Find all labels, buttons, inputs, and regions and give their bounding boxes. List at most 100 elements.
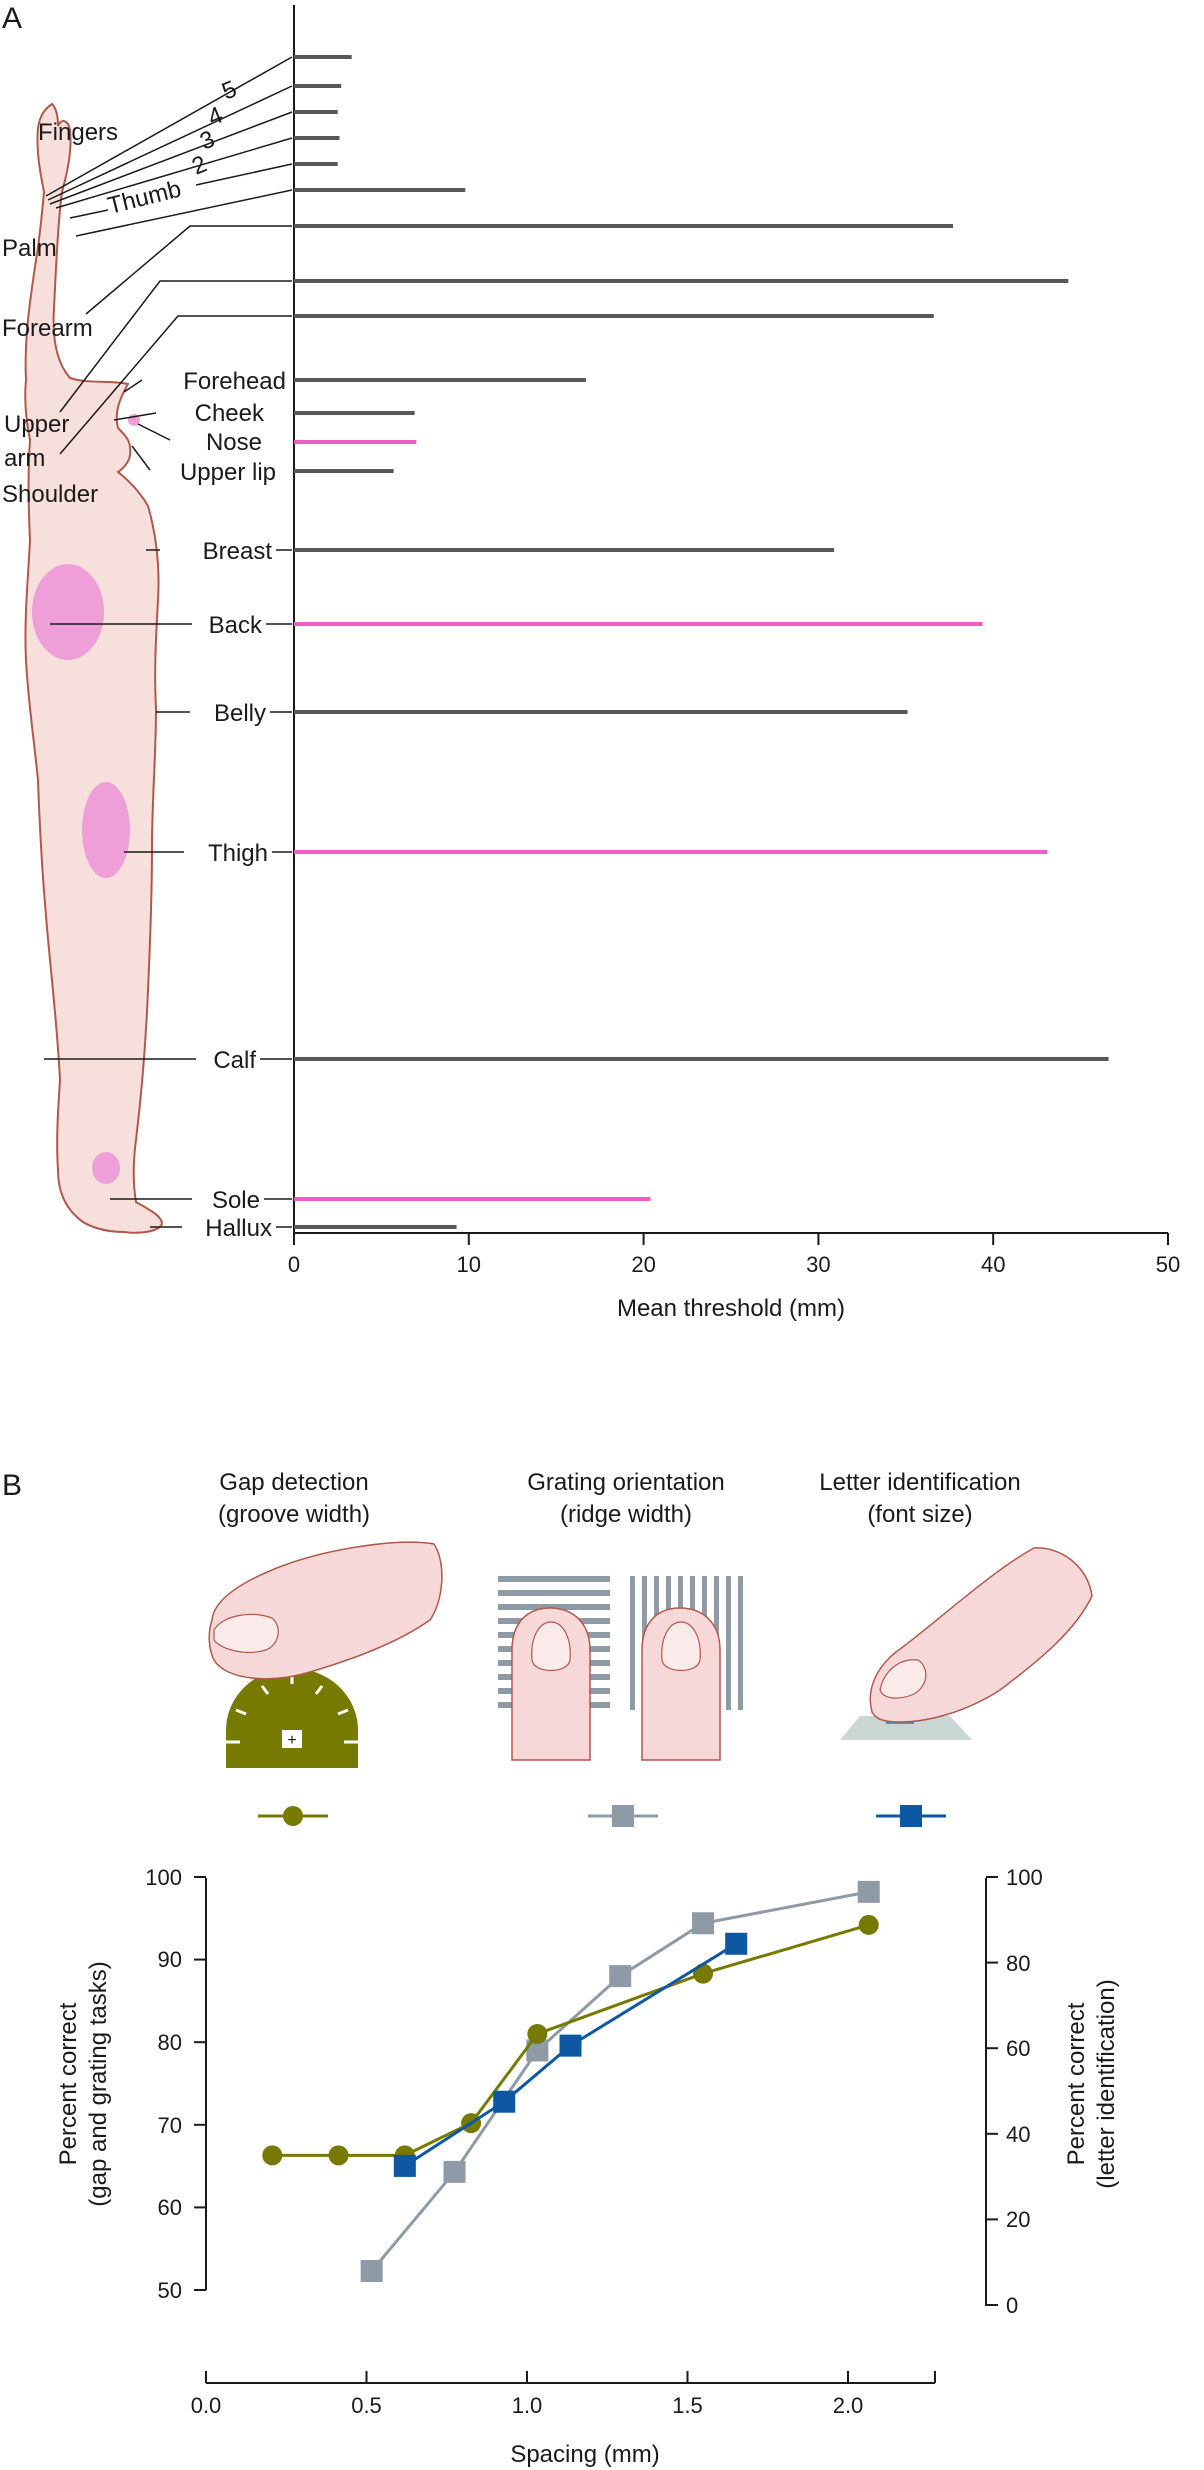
right-y-tick-label: 60 xyxy=(1006,2036,1030,2061)
x-tick-label: 2.0 xyxy=(833,2393,864,2418)
task-gap-title: Gap detection xyxy=(219,1469,368,1496)
letter-plate xyxy=(840,1716,972,1740)
panel-b-x-tick-labels: 0.0 0.5 1.0 1.5 2.0 xyxy=(191,2393,864,2418)
series-letter-markers xyxy=(393,1932,748,2177)
label-upper-arm-line2: arm xyxy=(4,445,45,472)
finger-left-icon xyxy=(511,1607,591,1761)
series-letter-line xyxy=(403,1942,737,2168)
panel-b-x-ticks xyxy=(205,2371,936,2383)
left-y-tick-label: 50 xyxy=(158,2278,182,2303)
right-y-tick-label: 0 xyxy=(1006,2293,1018,2318)
panel-a-letter: A xyxy=(2,2,22,35)
panel-b-legend xyxy=(258,1805,946,1827)
panel-a-bars xyxy=(294,55,1109,1229)
series-grating-point xyxy=(692,1912,715,1935)
fingernail-left-icon xyxy=(531,1621,571,1672)
sole-region xyxy=(92,1152,120,1184)
panel-a-x-tick-label: 10 xyxy=(457,1252,481,1277)
label-palm: Palm xyxy=(2,235,57,262)
fingernail-icon xyxy=(213,1613,279,1653)
series-letter-point xyxy=(725,1932,748,1955)
gap-device-notch xyxy=(260,1685,270,1695)
panel-a-x-tick-label: 30 xyxy=(806,1252,830,1277)
finger-icon xyxy=(208,1541,443,1680)
back-region xyxy=(32,564,104,660)
series-gap-point xyxy=(328,2145,349,2166)
leader-palm xyxy=(75,189,293,237)
leader-shoulder xyxy=(59,315,292,455)
leader-forearm xyxy=(85,225,292,315)
gap-device-notch xyxy=(314,1685,324,1695)
panel-b-right-tick-labels: 0 20 40 60 80 100 xyxy=(1006,1865,1043,2318)
panel-a-x-tick-label: 50 xyxy=(1156,1252,1180,1277)
label-sole: Sole xyxy=(212,1187,260,1214)
panel-a-x-tick-labels: 0 10 20 30 40 50 xyxy=(288,1252,1180,1277)
series-letter-point xyxy=(393,2154,416,2177)
panel-b-x-axis-title: Spacing (mm) xyxy=(510,2441,659,2468)
panel-b-left-ticks xyxy=(194,1876,206,2291)
fingernail-pointing-icon xyxy=(879,1659,927,1699)
right-y-tick-label: 100 xyxy=(1006,1865,1043,1890)
right-y-tick-label: 20 xyxy=(1006,2207,1030,2232)
left-axis-title-line2: (gap and grating tasks) xyxy=(85,1961,112,2206)
left-y-tick-label: 60 xyxy=(158,2195,182,2220)
legend-letter-marker xyxy=(900,1805,922,1827)
task-gap-subtitle: (groove width) xyxy=(218,1501,370,1528)
series-gap-point xyxy=(527,2023,548,2044)
right-y-tick-label: 80 xyxy=(1006,1951,1030,1976)
series-grating xyxy=(360,1880,880,2283)
leader-finger-3 xyxy=(49,111,293,205)
leader-forehead xyxy=(123,379,143,393)
panel-b-task-titles: Gap detection (groove width) Grating ori… xyxy=(218,1469,1021,1528)
body-illustration xyxy=(24,102,164,1234)
leader-finger-5 xyxy=(45,56,293,197)
left-axis-title-line1: Percent correct xyxy=(55,2002,82,2165)
label-upper-lip: Upper lip xyxy=(180,459,276,486)
plus-icon: + xyxy=(287,1732,296,1749)
series-letter xyxy=(393,1932,748,2177)
series-letter-point xyxy=(559,2034,582,2057)
task-letter-subtitle: (font size) xyxy=(867,1501,972,1528)
series-gap-point xyxy=(262,2145,283,2166)
series-grating-point xyxy=(360,2260,383,2283)
thigh-region xyxy=(82,782,130,878)
leader-thumb xyxy=(195,163,293,186)
left-y-tick-label: 90 xyxy=(158,1947,182,1972)
series-grating-point xyxy=(857,1880,880,1903)
series-gap-markers xyxy=(262,1914,879,2166)
panel-b-right-ticks xyxy=(986,1876,998,2306)
label-calf: Calf xyxy=(213,1047,256,1074)
task-letter-title: Letter identification xyxy=(819,1469,1020,1496)
gap-device-dome xyxy=(226,1668,358,1768)
label-upper-arm-line1: Upper xyxy=(4,411,69,438)
leader-upper-lip xyxy=(131,445,151,471)
x-tick-label: 0.5 xyxy=(351,2393,382,2418)
leader-cheek xyxy=(113,412,157,421)
series-grating-point xyxy=(443,2160,466,2183)
panel-a-x-axis-title: Mean threshold (mm) xyxy=(617,1295,845,1322)
panel-b-left-axis-title: Percent correct (gap and grating tasks) xyxy=(55,1961,112,2206)
label-thigh: Thigh xyxy=(208,840,268,867)
fingernail-right-icon xyxy=(661,1621,701,1672)
legend-gap-marker xyxy=(283,1806,303,1826)
leader-finger-4 xyxy=(47,85,293,201)
letter-identification-illustration xyxy=(840,1547,1093,1740)
label-belly: Belly xyxy=(214,700,266,727)
left-y-tick-label: 100 xyxy=(145,1865,182,1890)
gap-device-window xyxy=(282,1730,302,1748)
body-silhouette xyxy=(24,102,164,1234)
task-grating-title: Grating orientation xyxy=(527,1469,724,1496)
series-grating-point xyxy=(609,1965,632,1988)
series-grating-line xyxy=(370,1890,869,2272)
leader-nose xyxy=(137,423,171,441)
label-forehead: Forehead xyxy=(183,368,286,395)
x-tick-label: 1.0 xyxy=(512,2393,543,2418)
left-y-tick-label: 70 xyxy=(158,2113,182,2138)
x-tick-label: 1.5 xyxy=(672,2393,703,2418)
left-y-tick-label: 80 xyxy=(158,2030,182,2055)
panel-b-right-axis-title: Percent correct (letter identification) xyxy=(1063,1979,1120,2188)
leader-thumb-body xyxy=(69,209,109,219)
right-axis-title-line1: Percent correct xyxy=(1063,2002,1090,2165)
gap-detection-illustration: + xyxy=(208,1541,443,1768)
